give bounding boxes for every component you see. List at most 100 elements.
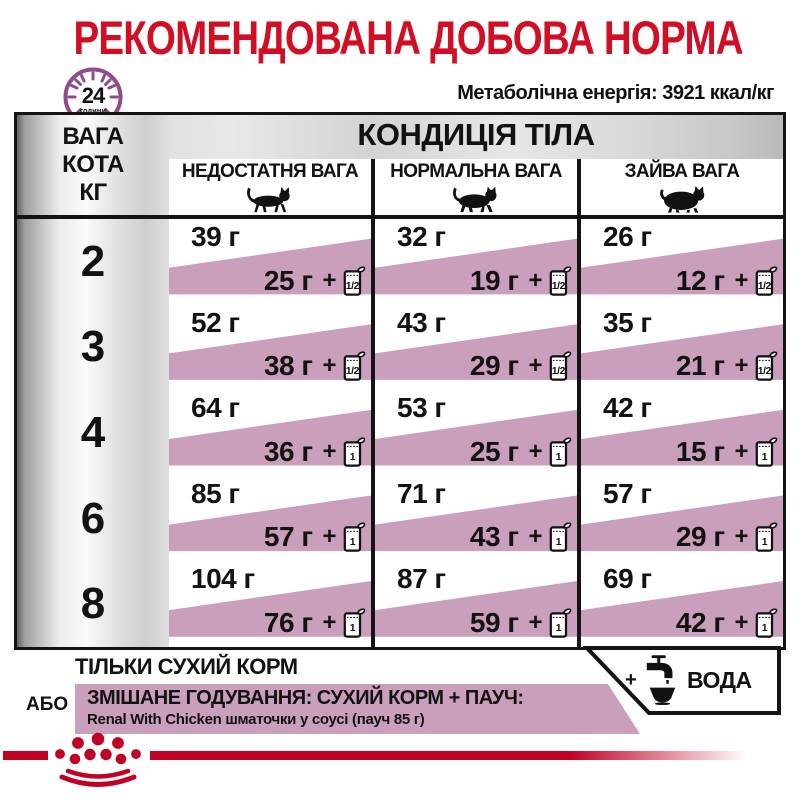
ration-cell: 32 г 19 г + 1/2 [371,219,577,305]
svg-text:1: 1 [556,623,562,634]
plus-sign: + [528,608,542,636]
pouch-icon: 1 [343,522,366,553]
mixed-amount: 42 г + 1 [676,607,778,639]
dry-amount: 57 г [603,477,652,509]
ration-cell: 57 г 29 г + 1 [577,475,783,562]
plus-sign: + [322,523,336,551]
dry-amount: 26 г [603,221,652,252]
mixed-amount: 25 г + 1 [470,436,572,468]
dry-amount: 85 г [191,477,240,509]
dry-only-label: ТІЛЬКИ СУХИЙ КОРМ [75,654,298,679]
table-body: 2 39 г 25 г + 1/2 [17,219,783,647]
mixed-amount: 25 г + 1/2 [264,265,366,297]
clock-hours-unit: години [79,106,107,115]
column-underweight: НЕДОСТАТНЯ ВАГА [169,159,371,215]
water-callout-frame [583,646,781,715]
dry-amount: 71 г [397,477,446,509]
dry-amount: 87 г [397,563,446,595]
plus-sign: + [734,352,748,380]
water-faucet-bowl-icon [646,655,676,705]
weight-header-line: ВАГА [62,122,124,150]
plus-sign: + [322,266,336,294]
svg-text:1: 1 [556,537,562,548]
ration-cell: 104 г 76 г + 1 [169,561,371,647]
table-row: 2 39 г 25 г + 1/2 [17,219,783,305]
wet-amount-value: 29 г [675,521,725,553]
condition-subheader: НЕДОСТАТНЯ ВАГА НОРМАЛЬНА ВАГА [169,159,783,215]
svg-text:1: 1 [556,452,562,463]
svg-text:1/2: 1/2 [552,366,566,377]
wet-amount-value: 29 г [469,350,519,382]
ration-cell: 43 г 29 г + 1/2 [371,304,577,391]
ration-cell: 53 г 25 г + 1 [371,390,577,476]
header-divider-line [17,215,783,219]
pouch-icon: 1 [549,608,572,638]
pouch-icon: 1 [755,522,778,553]
plus-sign: + [625,669,637,691]
body-condition-header: КОНДИЦІЯ ТІЛА [357,117,595,152]
brand-rule-left [3,751,48,760]
weight-header-line: КГ [79,179,107,207]
svg-text:1/2: 1/2 [346,281,360,292]
page-title: РЕКОМЕНДОВАНА ДОБОВА НОРМА [73,11,743,64]
column-label: НОРМАЛЬНА ВАГА [390,161,562,182]
dry-amount: 53 г [397,392,446,424]
dry-amount: 32 г [397,221,446,252]
dry-amount: 64 г [191,392,240,424]
svg-text:1: 1 [350,452,356,463]
pouch-icon: 1/2 [343,351,366,381]
svg-text:1/2: 1/2 [758,281,772,292]
mixed-amount: 29 г + 1/2 [470,350,572,382]
wet-amount-value: 15 г [675,435,725,467]
plus-sign: + [322,352,336,380]
mixed-amount: 12 г + 1/2 [676,265,778,297]
ration-cell: 26 г 12 г + 1/2 [577,219,783,305]
weight-header-line: КОТА [62,150,124,178]
wet-amount-value: 19 г [469,264,519,296]
ration-cell: 87 г 59 г + 1 [371,561,577,647]
dry-amount: 43 г [397,306,446,338]
dry-amount: 52 г [191,306,240,338]
wet-amount-value: 43 г [469,521,519,553]
plus-sign: + [734,266,748,294]
column-normal-weight: НОРМАЛЬНА ВАГА [371,159,577,215]
wet-amount-value: 59 г [469,606,519,638]
clock-face-icon [63,67,123,127]
svg-text:1: 1 [350,623,356,634]
column-overweight: ЗАЙВА ВАГА [577,159,783,215]
plus-sign: + [734,523,748,551]
weight-column-header: ВАГА КОТА КГ [17,115,169,215]
svg-text:1: 1 [350,537,356,548]
weight-value: 3 [17,304,169,391]
mixed-amount: 59 г + 1 [470,607,572,639]
plus-sign: + [528,523,542,551]
column-label: ЗАЙВА ВАГА [624,161,740,182]
water-label: ВОДА [687,667,752,693]
wet-amount-value: 36 г [263,435,313,467]
plus-sign: + [322,437,336,465]
mixed-feeding-subtitle: Renal With Chicken шматочки у соусі (пау… [87,711,425,728]
clock-hours-value: 24 [81,83,105,108]
dry-amount: 35 г [603,306,652,338]
ration-cell: 39 г 25 г + 1/2 [169,219,371,305]
ration-cell: 64 г 36 г + 1 [169,390,371,476]
svg-text:1/2: 1/2 [758,366,772,377]
mixed-amount: 21 г + 1/2 [676,350,778,382]
wet-amount-value: 42 г [675,606,725,638]
wet-amount-value: 21 г [675,350,725,382]
wet-amount-value: 25 г [469,435,519,467]
or-label: АБО [26,694,69,715]
ration-cell: 85 г 57 г + 1 [169,475,371,562]
wet-amount-value: 76 г [263,606,313,638]
svg-text:1/2: 1/2 [346,366,360,377]
brand-rule-right [150,751,748,760]
metabolic-energy-label: Метаболічна енергія: 3921 ккал/кг [457,82,774,104]
weight-value: 6 [17,475,169,562]
wet-amount-value: 12 г [675,264,725,296]
plus-sign: + [734,437,748,465]
table-row: 8 104 г 76 г + 1 [17,561,783,647]
plus-sign: + [322,608,336,636]
mixed-amount: 43 г + 1 [470,521,572,553]
fat-cat-icon [660,185,705,213]
